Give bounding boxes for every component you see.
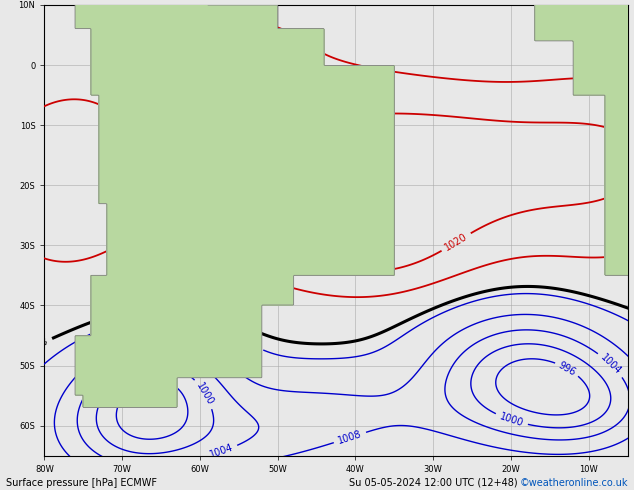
Text: 1016: 1016 [188, 237, 215, 258]
Text: 1004: 1004 [208, 443, 235, 461]
Text: 1008: 1008 [337, 429, 363, 446]
Text: 1016: 1016 [112, 109, 138, 131]
Text: Su 05-05-2024 12:00 UTC (12+48): Su 05-05-2024 12:00 UTC (12+48) [349, 478, 517, 488]
Text: 996: 996 [557, 360, 578, 377]
Text: 1012: 1012 [324, 471, 350, 486]
Text: Surface pressure [hPa] ECMWF: Surface pressure [hPa] ECMWF [6, 478, 157, 488]
Text: 1000: 1000 [498, 412, 525, 429]
Text: 1020: 1020 [443, 231, 469, 253]
Text: 1013: 1013 [23, 336, 50, 355]
Text: 1012: 1012 [235, 333, 261, 353]
Text: 996: 996 [122, 379, 142, 398]
Text: 1004: 1004 [598, 352, 623, 377]
Text: ©weatheronline.co.uk: ©weatheronline.co.uk [519, 478, 628, 488]
Text: 1000: 1000 [195, 381, 216, 407]
